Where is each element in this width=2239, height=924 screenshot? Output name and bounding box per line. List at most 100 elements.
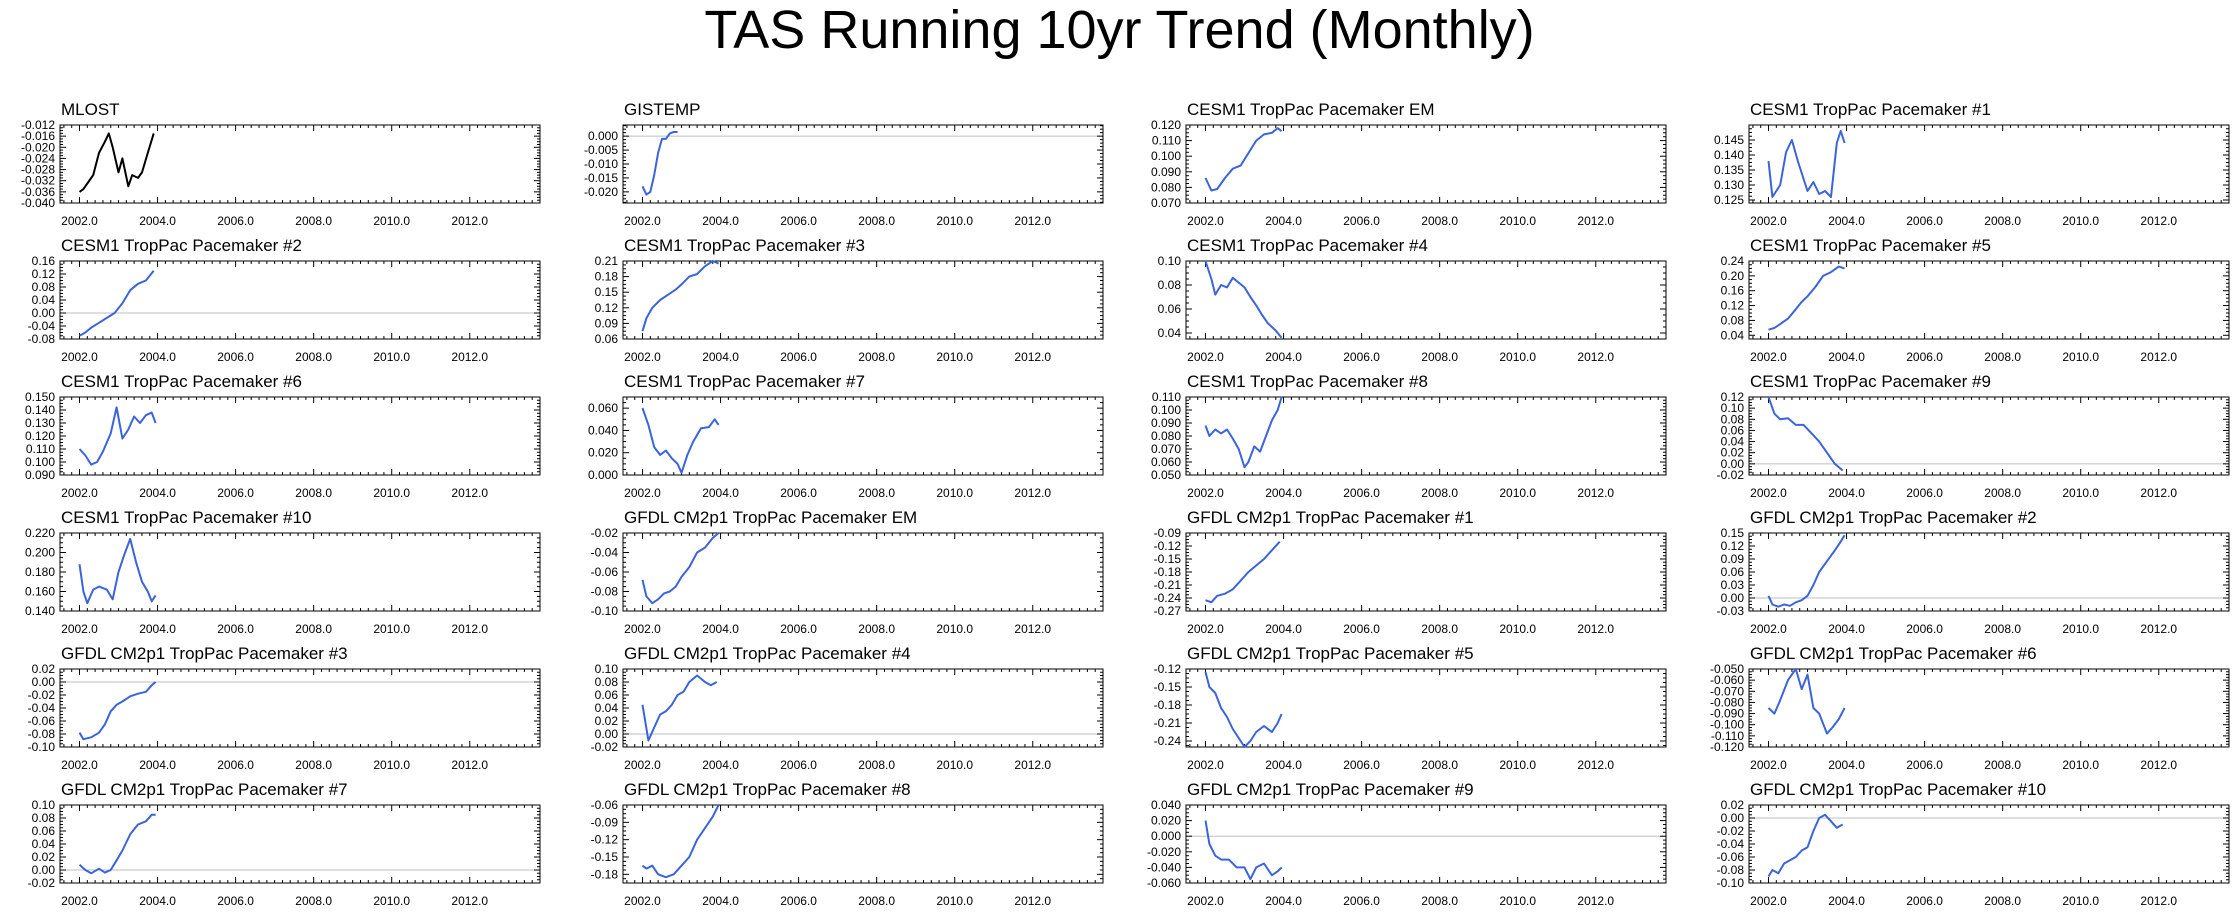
- y-tick-label: 0.110: [1152, 390, 1181, 404]
- y-tick-label: 0.06: [1158, 302, 1182, 316]
- y-tick-label: 0.12: [595, 301, 619, 315]
- panel-title: MLOST: [61, 100, 120, 119]
- y-tick-label: 0.08: [32, 811, 56, 825]
- y-tick-label: 0.000: [1151, 829, 1181, 843]
- x-tick-label: 2004.0: [702, 758, 739, 772]
- x-tick-label: 2010.0: [936, 758, 973, 772]
- x-tick-label: 2006.0: [1343, 350, 1380, 364]
- x-tick-label: 2002.0: [1750, 758, 1787, 772]
- x-tick-label: 2008.0: [295, 486, 332, 500]
- series-line: [78, 537, 157, 605]
- y-tick-label: 0.120: [1151, 118, 1181, 132]
- x-tick-label: 2008.0: [1984, 214, 2021, 228]
- x-tick-label: 2012.0: [1014, 214, 1051, 228]
- x-tick-label: 2004.0: [1265, 486, 1302, 500]
- x-tick-label: 2006.0: [1343, 758, 1380, 772]
- y-tick-label: -0.070: [1710, 684, 1744, 698]
- x-tick-label: 2002.0: [1750, 214, 1787, 228]
- panel-title: CESM1 TropPac Pacemaker #6: [61, 372, 302, 391]
- y-tick-label: 0.125: [1714, 193, 1744, 207]
- y-tick-label: 0.00: [595, 727, 619, 741]
- x-tick-label: 2004.0: [1828, 486, 1865, 500]
- plot-area: 2002.0 2004.0 2006.0 2008.0 2010.0 2012.0 0.05…: [1151, 390, 1667, 500]
- y-tick-label: 0.060: [1151, 455, 1181, 469]
- x-tick-label: 2012.0: [1014, 758, 1051, 772]
- y-tick-label: 0.140: [25, 403, 55, 417]
- x-tick-label: 2010.0: [1499, 894, 1536, 908]
- y-tick-label: -0.060: [1147, 876, 1181, 890]
- x-tick-label: 2012.0: [1014, 894, 1051, 908]
- y-tick-label: 0.12: [1721, 299, 1745, 313]
- x-tick-label: 2006.0: [780, 486, 817, 500]
- y-tick-label: 0.00: [32, 306, 56, 320]
- plot-area: 2002.0 2004.0 2006.0 2008.0 2010.0 2012.0 0.06…: [595, 254, 1104, 364]
- x-tick-label: 2002.0: [1750, 622, 1787, 636]
- y-tick-label: 0.12: [32, 267, 56, 281]
- y-tick-label: 0.18: [595, 270, 619, 284]
- x-tick-label: 2006.0: [1906, 350, 1943, 364]
- y-tick-label: 0.135: [1714, 163, 1744, 177]
- x-tick-label: 2002.0: [1187, 350, 1224, 364]
- panel-title: CESM1 TropPac Pacemaker #5: [1750, 236, 1991, 255]
- y-tick-label: 0.15: [1721, 526, 1745, 540]
- y-tick-label: -0.03: [1717, 604, 1745, 618]
- x-tick-label: 2008.0: [1421, 486, 1458, 500]
- y-tick-label: -0.18: [591, 867, 619, 881]
- series-line: [641, 804, 720, 879]
- x-tick-label: 2006.0: [217, 894, 254, 908]
- y-tick-label: 0.090: [1151, 165, 1181, 179]
- series-line: [1204, 260, 1283, 339]
- y-tick-label: -0.08: [1717, 863, 1745, 877]
- y-tick-label: -0.08: [28, 332, 56, 346]
- y-tick-label: -0.090: [1710, 707, 1744, 721]
- x-tick-label: 2004.0: [702, 350, 739, 364]
- x-tick-label: 2012.0: [1014, 486, 1051, 500]
- x-tick-label: 2004.0: [139, 894, 176, 908]
- x-tick-label: 2002.0: [1187, 894, 1224, 908]
- x-tick-label: 2010.0: [1499, 214, 1536, 228]
- y-tick-label: 0.130: [25, 416, 55, 430]
- x-tick-label: 2008.0: [1421, 214, 1458, 228]
- y-tick-label: -0.06: [591, 565, 619, 579]
- y-tick-label: -0.24: [1154, 734, 1182, 748]
- y-tick-label: 0.20: [1721, 269, 1745, 283]
- plot-frame: [1185, 668, 1667, 748]
- x-tick-label: 2004.0: [1828, 350, 1865, 364]
- y-tick-label: -0.028: [21, 163, 55, 177]
- x-tick-label: 2012.0: [1577, 214, 1614, 228]
- y-tick-label: 0.000: [588, 129, 618, 143]
- x-tick-label: 2010.0: [936, 214, 973, 228]
- y-tick-label: 0.090: [25, 468, 55, 482]
- x-tick-label: 2002.0: [61, 486, 98, 500]
- x-tick-label: 2008.0: [1984, 350, 2021, 364]
- x-tick-label: 2008.0: [858, 486, 895, 500]
- x-tick-label: 2008.0: [1421, 350, 1458, 364]
- y-tick-label: -0.12: [591, 833, 619, 847]
- panel-title: CESM1 TropPac Pacemaker #1: [1750, 100, 1991, 119]
- y-tick-label: 0.10: [32, 798, 56, 812]
- y-tick-label: 0.200: [25, 546, 55, 560]
- x-tick-label: 2004.0: [1265, 214, 1302, 228]
- y-tick-label: -0.080: [1710, 695, 1744, 709]
- x-tick-label: 2002.0: [624, 622, 661, 636]
- y-tick-label: 0.145: [1714, 133, 1744, 147]
- x-tick-label: 2010.0: [2062, 758, 2099, 772]
- plot-frame: [1748, 532, 2230, 612]
- plot-area: 2002.0 2004.0 2006.0 2008.0 2010.0 2012.0 -0.1…: [1717, 798, 2230, 908]
- plot-frame: [1185, 532, 1667, 612]
- y-tick-label: 0.08: [1721, 412, 1745, 426]
- panel-title: CESM1 TropPac Pacemaker EM: [1187, 100, 1435, 119]
- y-tick-label: -0.06: [28, 714, 56, 728]
- y-tick-label: -0.18: [1154, 698, 1182, 712]
- y-tick-label: 0.16: [32, 254, 56, 268]
- plot-frame: [622, 260, 1104, 340]
- panel-title: CESM1 TropPac Pacemaker #10: [61, 508, 312, 527]
- y-tick-label: 0.08: [1158, 278, 1182, 292]
- plot-area: 2002.0 2004.0 2006.0 2008.0 2010.0 2012.0 -0.0…: [591, 662, 1104, 772]
- y-tick-label: 0.04: [32, 837, 56, 851]
- x-tick-label: 2008.0: [1421, 622, 1458, 636]
- x-tick-label: 2010.0: [2062, 350, 2099, 364]
- x-tick-label: 2004.0: [139, 622, 176, 636]
- x-tick-label: 2010.0: [373, 350, 410, 364]
- x-tick-label: 2004.0: [702, 894, 739, 908]
